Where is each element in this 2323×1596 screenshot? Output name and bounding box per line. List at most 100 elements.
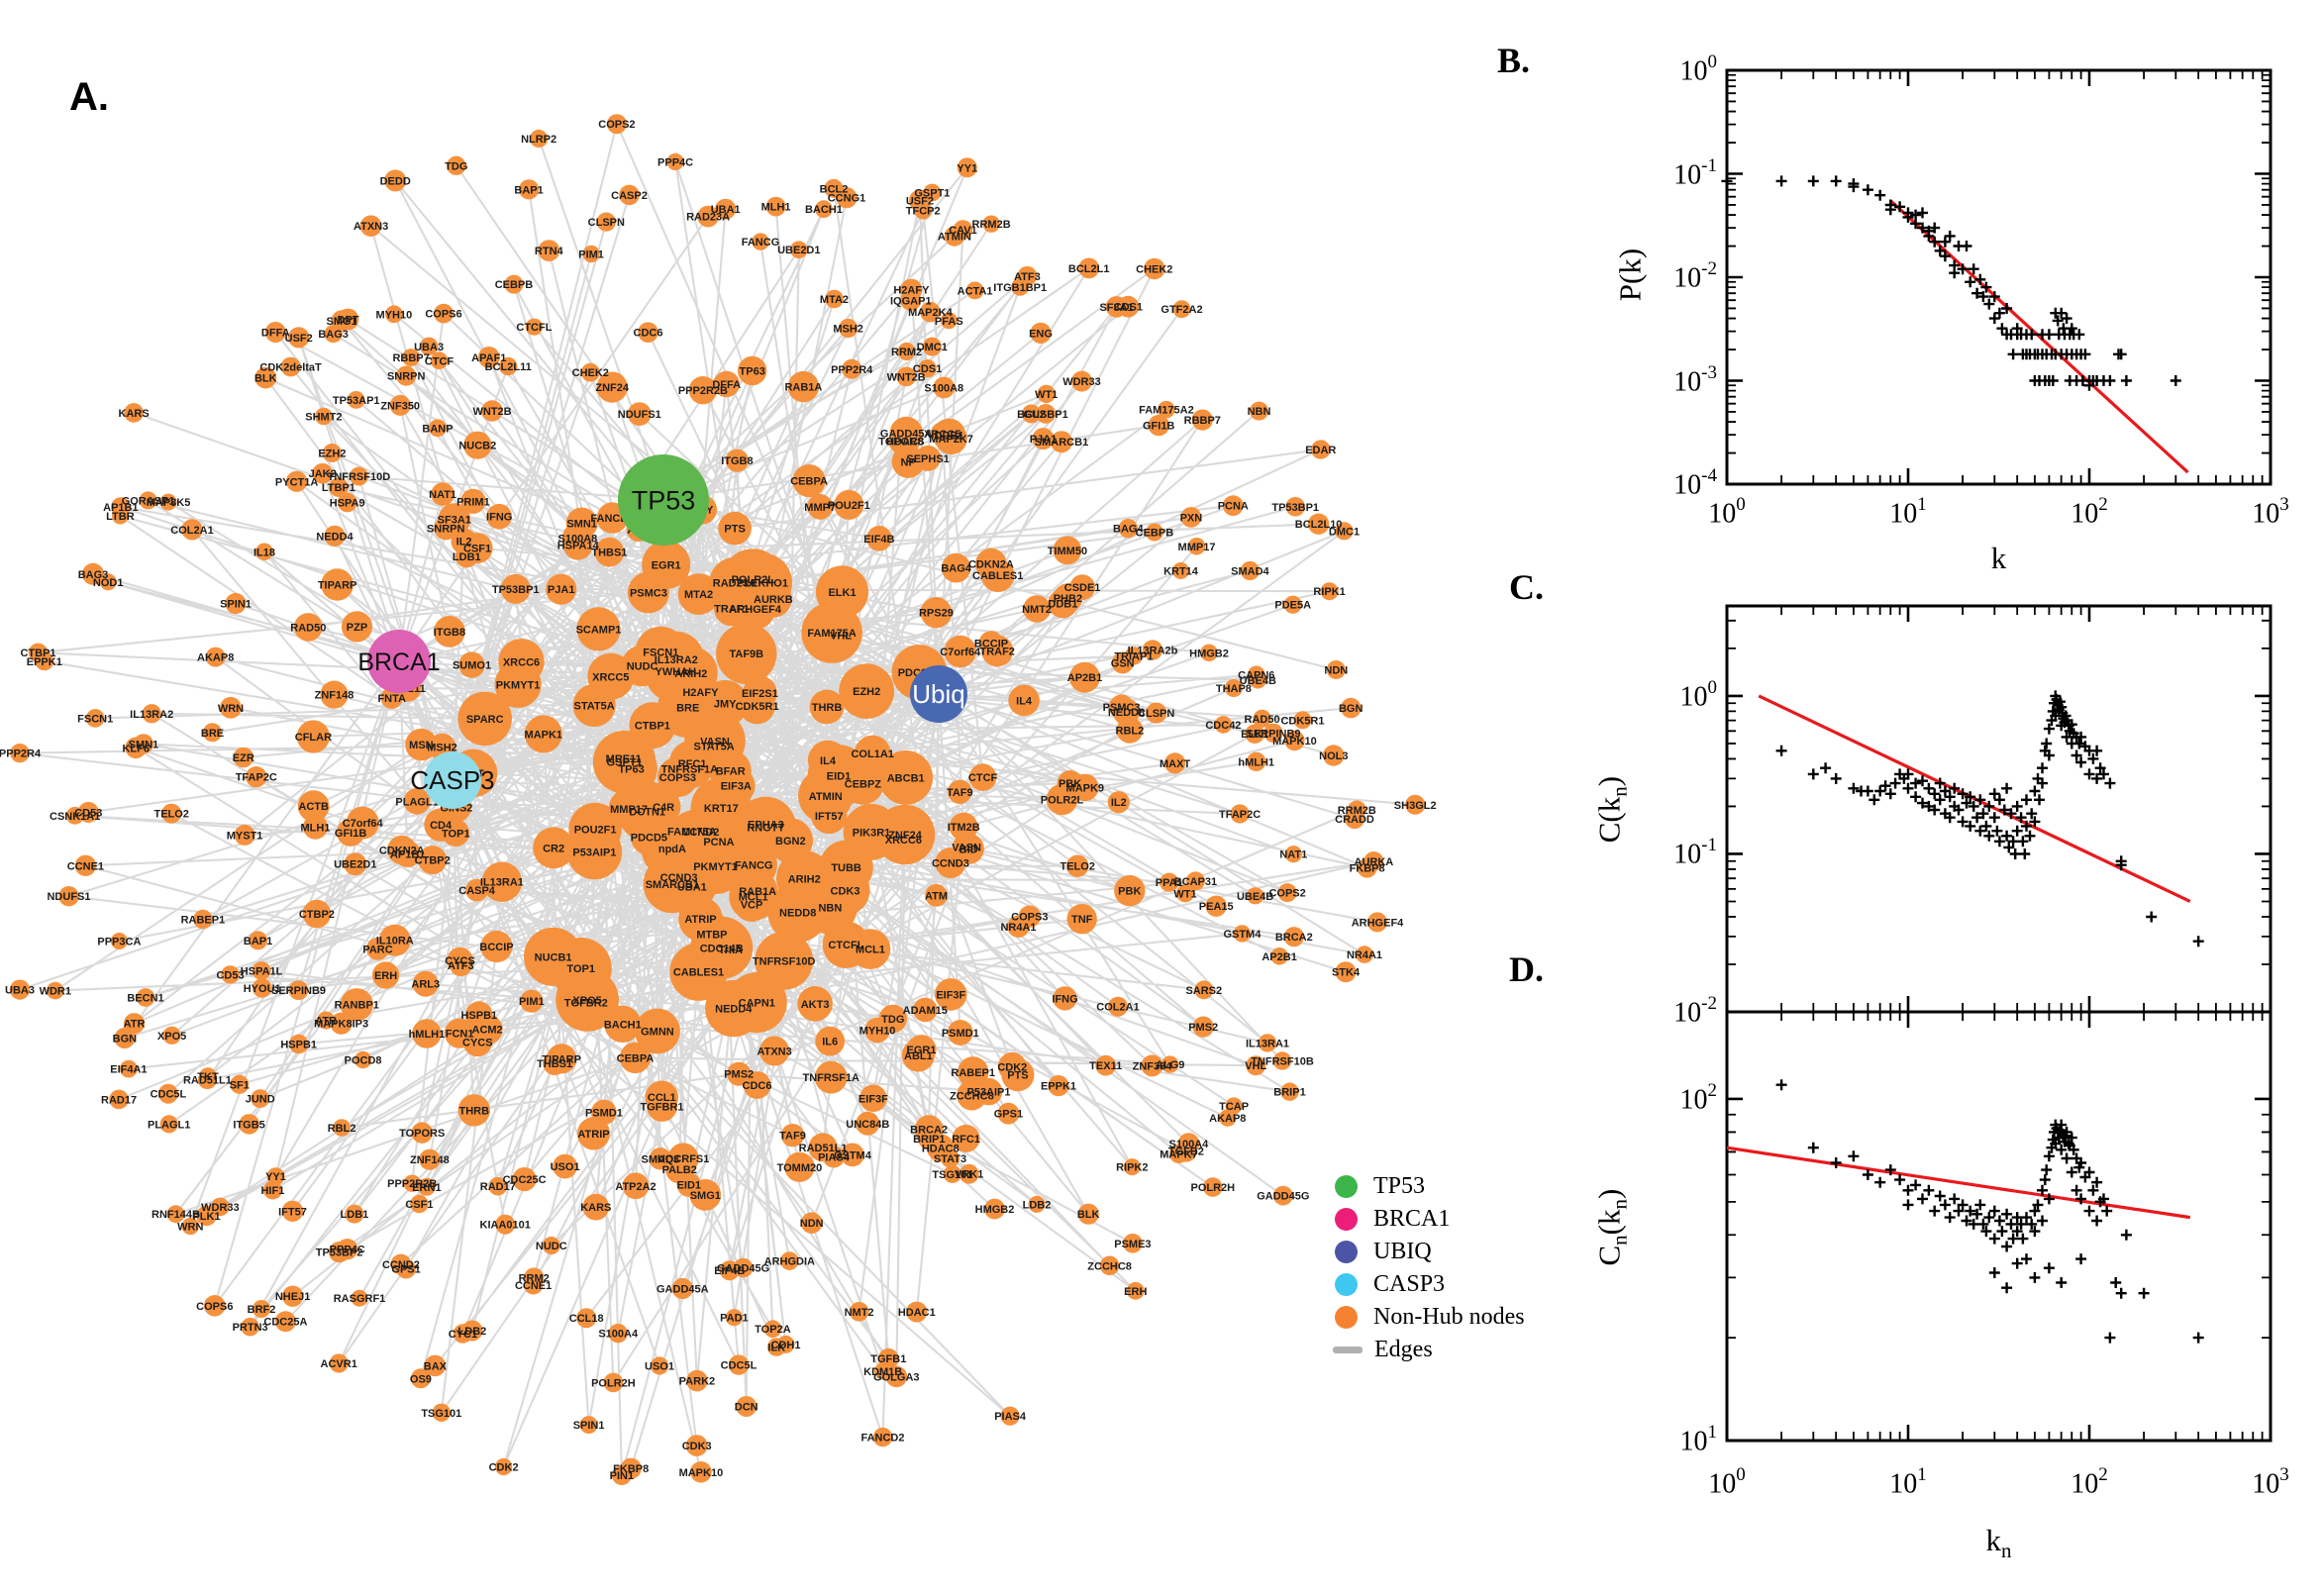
network-node-label: TGFB2 xyxy=(1168,1147,1204,1158)
network-node-label: CDC6 xyxy=(634,328,663,340)
network-node-label: BRCA2 xyxy=(1275,932,1313,944)
network-node-label: MAPK1 xyxy=(525,729,563,741)
network-node xyxy=(402,349,421,367)
network-node-label: NDUFS1 xyxy=(47,891,90,903)
network-node-label: BRE xyxy=(676,703,699,715)
network-node-label: WDR1 xyxy=(40,986,71,998)
legend-item-ubiq: UBIQ xyxy=(1335,1236,1525,1268)
network-node-label: WT1 xyxy=(1173,889,1196,901)
network-node-label: TELO2 xyxy=(153,809,188,821)
network-node-label: PKMYT1 xyxy=(693,861,738,873)
network-node-label: PDCD5 xyxy=(631,832,667,844)
network-node xyxy=(1320,582,1339,601)
network-node xyxy=(481,861,523,902)
network-node-label: EZH2 xyxy=(853,686,880,698)
network-node-label: CCNE1 xyxy=(67,860,104,872)
network-node xyxy=(424,1354,447,1377)
network-node-label: RAB1A xyxy=(739,886,776,898)
network-node-label: CDK3 xyxy=(682,1441,712,1452)
network-node xyxy=(842,762,884,805)
network-node xyxy=(329,1242,351,1263)
network-node-label: NMT2 xyxy=(1022,604,1052,616)
network-node xyxy=(743,1071,771,1099)
network-node-label: CD53 xyxy=(216,969,244,981)
network-node-label: IL13RA1 xyxy=(480,877,524,889)
network-node xyxy=(728,1354,750,1375)
network-node-label: ABL1 xyxy=(904,1050,933,1062)
network-node-label: BLK xyxy=(254,373,277,385)
network-node xyxy=(109,1089,129,1110)
network-node-label: ALG9 xyxy=(1156,1059,1184,1071)
network-node-label: PRTN3 xyxy=(233,1322,268,1334)
network-node xyxy=(384,169,407,192)
legend-item-non-hub-nodes: Non-Hub nodes xyxy=(1335,1301,1525,1334)
network-node-label: CHEK2 xyxy=(572,367,609,379)
network-node-label: NOD1 xyxy=(93,577,124,589)
network-node xyxy=(630,818,667,855)
network-node-label: IL13RA2 xyxy=(130,709,173,721)
network-node-label: XRCC6 xyxy=(885,835,922,847)
network-node-label: THRB xyxy=(812,702,843,714)
network-node xyxy=(434,616,465,648)
network-node-label: CASP2 xyxy=(611,190,648,202)
network-node xyxy=(1001,1058,1035,1092)
network-node-label: CAPN6 xyxy=(1238,669,1274,681)
network-node xyxy=(320,680,349,709)
network-node-label: TOMM20 xyxy=(777,1162,823,1174)
network-node-label: EID1 xyxy=(827,771,851,783)
network-node-label: ARHGEF4 xyxy=(1352,917,1404,929)
network-node-label: ITGB8 xyxy=(721,455,753,467)
network-node-label: BRIP1 xyxy=(913,1134,945,1146)
network-node xyxy=(65,806,84,825)
network-node-label: JUND xyxy=(246,1094,275,1106)
network-node-label: UBA3 xyxy=(5,985,35,997)
network-node xyxy=(997,1102,1020,1125)
network-node xyxy=(481,400,503,422)
network-node xyxy=(767,1338,786,1356)
network-node xyxy=(1335,961,1357,983)
network-node xyxy=(329,1353,349,1373)
network-node-label: GPS1 xyxy=(391,1264,420,1276)
network-node-label: IL10RA xyxy=(376,936,414,948)
network-node-label: TFAP2C xyxy=(1219,809,1261,821)
network-node-label: PARC xyxy=(362,944,392,955)
network-node-label: BCL2L1 xyxy=(1068,263,1110,275)
y-tick-label: 102 xyxy=(1679,1079,1718,1116)
network-node-label: PSME3 xyxy=(1114,1239,1151,1250)
network-node-label: KARS xyxy=(119,408,150,420)
network-node xyxy=(246,766,267,788)
network-node-label: MAPK9 xyxy=(1066,782,1105,794)
network-node-label: PFAS xyxy=(935,316,963,328)
network-node-label: SERPINB9 xyxy=(1246,728,1300,740)
network-node xyxy=(1176,884,1194,903)
hub-label: CASP3 xyxy=(410,765,494,795)
network-node xyxy=(933,376,956,399)
network-node xyxy=(982,215,1000,233)
network-node-label: THBS1 xyxy=(591,548,627,559)
network-node-label: PSMC3 xyxy=(630,587,667,599)
network-node xyxy=(371,961,400,989)
network-node xyxy=(1192,1016,1214,1038)
major-ticks xyxy=(1725,68,2272,486)
network-node-label: C7orf64 xyxy=(940,647,981,658)
network-node-label: PTS xyxy=(724,524,745,536)
network-node-label: COPS3 xyxy=(1011,912,1048,924)
network-node xyxy=(619,1042,652,1074)
network-node xyxy=(354,1050,372,1069)
network-node-label: CYC1 xyxy=(449,1329,477,1341)
network-node-label: PJA1 xyxy=(548,584,575,596)
network-node-label: TGFBR2 xyxy=(564,997,608,1009)
x-tick-label: 103 xyxy=(2252,494,2289,530)
network-node xyxy=(671,1277,693,1300)
legend-item-label: Edges xyxy=(1374,1337,1433,1362)
network-node xyxy=(582,245,600,263)
network-node-label: THAP8 xyxy=(1216,683,1252,695)
network-node-label: PCNA xyxy=(1218,501,1249,513)
network-node-label: KARS xyxy=(580,1202,611,1214)
network-node-label: PMS2 xyxy=(1188,1022,1218,1034)
network-node-label: PHB2 xyxy=(1054,593,1082,605)
network-node xyxy=(533,827,574,869)
network-node-label: GPS1 xyxy=(994,1109,1023,1121)
network-node-label: TNFRSF10B xyxy=(1251,1056,1314,1068)
network-node xyxy=(604,1005,642,1043)
